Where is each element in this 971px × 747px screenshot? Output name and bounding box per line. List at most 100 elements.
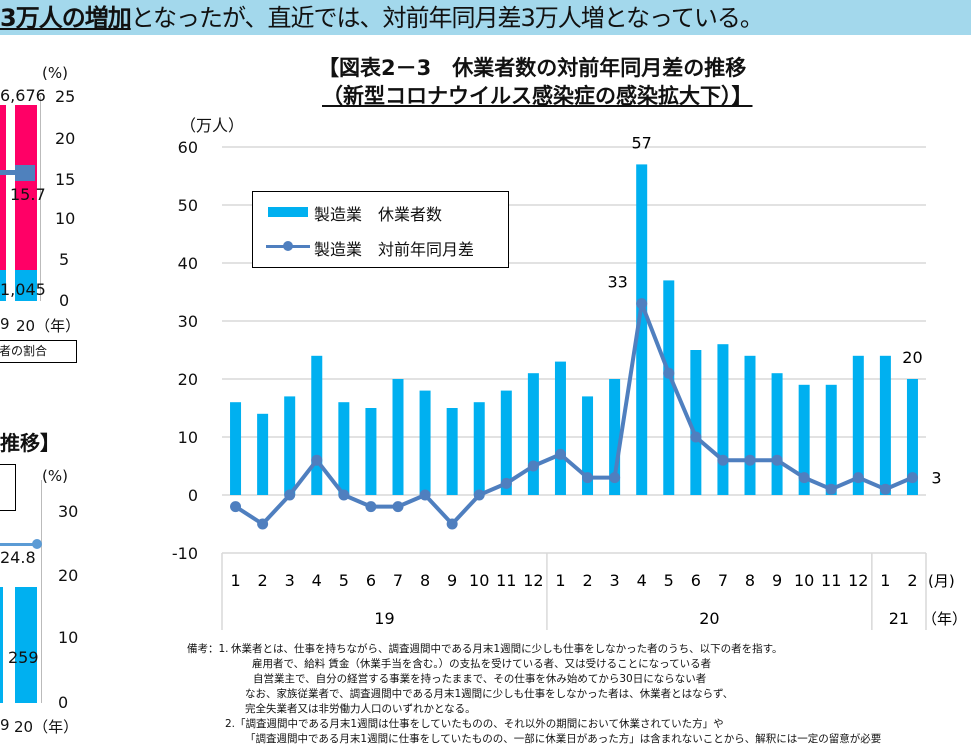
month-label: 4 [312, 571, 322, 590]
line-point [609, 472, 621, 484]
line-point [554, 448, 566, 460]
data-label-line-peak: 33 [608, 273, 628, 292]
legend-line-marker [283, 241, 293, 251]
tick: 0 [59, 291, 70, 310]
left-top-label-line: 15.7 [10, 185, 46, 204]
line-point [527, 460, 539, 472]
bar [473, 402, 485, 495]
month-label: 9 [772, 571, 782, 590]
chart-title: 【図表2－3 休業者数の対前年同月差の推移 [318, 56, 747, 80]
line-point [500, 477, 512, 489]
note-line: なお、家族従業者で、調査週間中である月末1週間に少しも仕事をしなかった者は、休業… [245, 688, 734, 700]
bar [311, 355, 323, 495]
line-point [771, 454, 783, 466]
left-bottom-axis [41, 480, 42, 703]
line-point [446, 518, 458, 530]
month-label: 11 [496, 571, 516, 590]
line-point [879, 483, 891, 495]
left-top-bar-20 [15, 105, 37, 301]
bar [798, 384, 810, 495]
left-top-unit: (%) [42, 64, 68, 82]
left-top-label-top: 6,676 [0, 86, 46, 105]
bar [825, 384, 837, 495]
bar [879, 355, 891, 495]
month-label: 1 [230, 571, 240, 590]
left-bottom-legend [0, 464, 16, 511]
left-top-bar-partial-bottom [0, 270, 6, 301]
left-bottom-unit: (%) [42, 467, 68, 485]
tick: 20 [58, 566, 79, 585]
left-top-line [0, 170, 26, 175]
note-line: 2.「調査週間中である月末1週間は仕事をしていたものの、それ以外の期間において休… [225, 718, 724, 730]
legend-bar-swatch [268, 207, 308, 217]
legend-bar-label: 製造業 休業者数 [314, 205, 443, 224]
left-bottom-label-bar: 259 [8, 648, 39, 667]
bar [744, 355, 756, 495]
month-label: 8 [745, 571, 755, 590]
tick: 15 [55, 170, 76, 189]
legend-line-label: 製造業 対前年同月差 [314, 240, 475, 259]
bar [419, 390, 431, 495]
y-tick-label: 30 [178, 312, 198, 331]
line-point [906, 472, 918, 484]
left-top-axis [40, 96, 41, 301]
line-point [663, 367, 675, 379]
year-label: 19 [374, 609, 394, 628]
x-label: 20（年） [16, 317, 81, 335]
year-unit: （年） [922, 610, 967, 628]
left-top-label-bottom: 1,045 [0, 280, 46, 299]
notes-prefix: 備考：1. [187, 643, 229, 655]
y-tick-label: 40 [178, 254, 198, 273]
line-point [473, 489, 485, 501]
line-point [825, 483, 837, 495]
line-point [392, 501, 404, 513]
summary-banner: 3万人の増加となったが、直近では、対前年同月差3万人増となっている。 [0, 0, 971, 35]
bar [527, 373, 539, 495]
month-unit: (月) [928, 572, 955, 590]
left-bottom-label-line: 24.8 [0, 548, 36, 567]
bar [284, 396, 296, 495]
line-point [284, 489, 296, 501]
month-label: 2 [258, 571, 268, 590]
left-top-legend: 者の割合 [0, 340, 77, 363]
month-label: 5 [664, 571, 674, 590]
line-point [419, 489, 431, 501]
banner-text: 3万人の増加となったが、直近では、対前年同月差3万人増となっている。 [0, 0, 764, 33]
chart-legend: 製造業 休業者数 製造業 対前年同月差 [252, 191, 509, 268]
banner-rest: となったが、直近では、対前年同月差3万人増となっている。 [130, 4, 764, 32]
month-label: 11 [821, 571, 841, 590]
y-tick-label: 20 [178, 370, 198, 389]
line-point [311, 454, 323, 466]
month-label: 6 [366, 571, 376, 590]
y-tick-label: -10 [172, 544, 198, 563]
left-top-bar-20-bottom [15, 270, 37, 301]
bar [609, 379, 621, 495]
month-label: 7 [393, 571, 403, 590]
data-label-bar-last: 20 [902, 348, 922, 367]
month-label: 12 [523, 571, 543, 590]
line-point [690, 431, 702, 443]
left-bottom-title: 推移】 [0, 431, 60, 455]
x-label: 9 [0, 315, 10, 333]
x-label: 9 [0, 716, 10, 734]
month-label: 10 [794, 571, 814, 590]
line-point [717, 454, 729, 466]
data-label-bar-peak: 57 [632, 133, 652, 152]
bar [257, 413, 269, 495]
y-tick-label: 60 [178, 138, 198, 157]
bar [906, 379, 918, 495]
tick: 30 [58, 502, 79, 521]
bar [717, 344, 729, 495]
note-line: 休業者とは、仕事を持ちながら、調査週間中である月末1週間に少しも仕事をしなかった… [231, 643, 783, 655]
bar [663, 280, 675, 495]
bar [500, 390, 512, 495]
bar [230, 402, 242, 495]
y-tick-label: 0 [188, 486, 198, 505]
bar [771, 373, 783, 495]
month-label: 3 [285, 571, 295, 590]
banner-bold: 3万人の増加 [0, 4, 132, 32]
tick: 25 [55, 87, 76, 106]
bar [338, 402, 350, 495]
left-top-bar-partial [0, 105, 6, 301]
